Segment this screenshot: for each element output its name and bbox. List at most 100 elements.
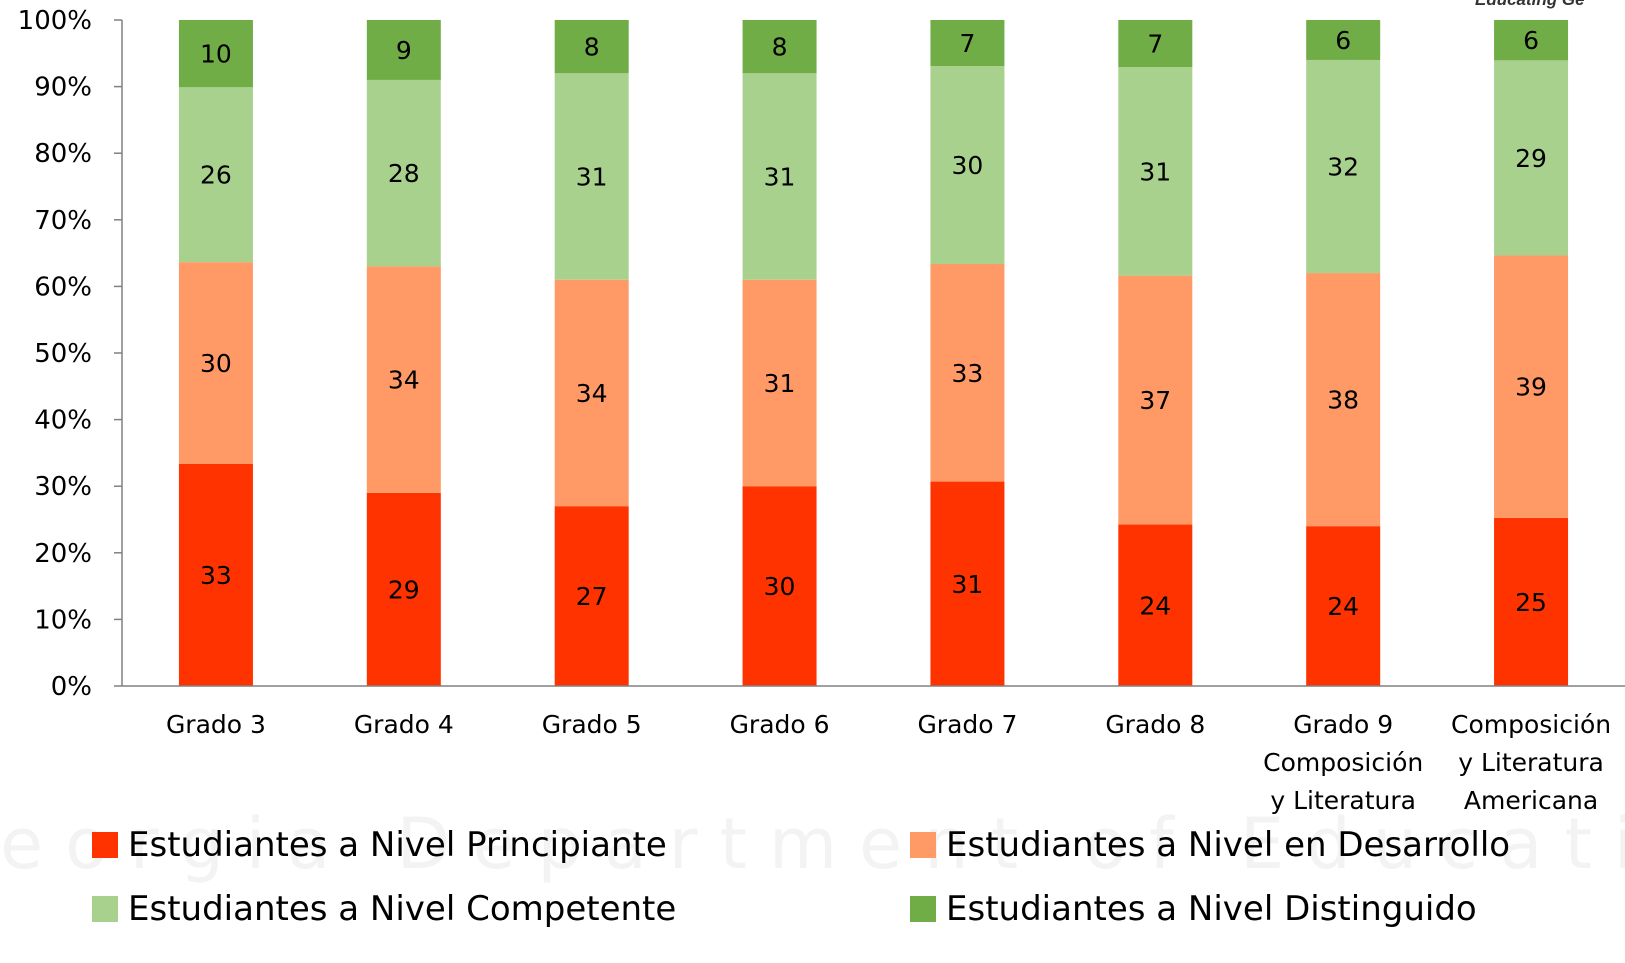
legend-label: Estudiantes a Nivel en Desarrollo: [946, 825, 1511, 865]
y-axis: 0% 10% 20% 30% 40% 50% 60% 70% 80% 90% 100%: [18, 6, 123, 702]
data-label: 33: [952, 359, 984, 388]
data-label: 7: [1147, 30, 1163, 59]
bar-segment: [178, 464, 253, 686]
bar-segment: [1118, 524, 1193, 686]
legend: Estudiantes a Nivel Principiante Estudian…: [0, 815, 1625, 955]
y-tick-label: 60%: [34, 272, 92, 302]
bar-segment: [554, 506, 629, 686]
watermark-text: eorgia Department of Educati: [0, 803, 1625, 885]
bar-segment: [742, 20, 817, 74]
bar-segment: [1306, 526, 1381, 686]
y-tick-label: 0%: [51, 672, 92, 702]
bars: 33 30 26 10 29 34 28 9 27 34 31 8 30 31 31 8 31 33 30 7 24 37…: [178, 20, 1569, 686]
y-tick-label: 10%: [34, 605, 92, 635]
x-tick-label: Grado 6: [730, 710, 830, 739]
data-label: 6: [1523, 26, 1539, 55]
x-tick-label: Grado 9: [1293, 710, 1393, 739]
legend-label: Estudiantes a Nivel Distinguido: [946, 889, 1477, 929]
data-label: 31: [764, 369, 796, 398]
data-label: 25: [1515, 588, 1547, 617]
legend-item: Estudiantes a Nivel en Desarrollo: [910, 815, 1510, 875]
bar-segment: [366, 20, 441, 80]
legend-item: Estudiantes a Nivel Competente: [92, 879, 676, 939]
legend-label: Estudiantes a Nivel Competente: [128, 889, 677, 929]
legend-swatch: [910, 832, 936, 858]
legend-item: Estudiantes a Nivel Principiante: [92, 815, 667, 875]
x-tick-label: Composición: [1451, 710, 1611, 739]
bar-segment: [930, 263, 1005, 482]
data-label: 30: [764, 572, 796, 601]
data-label: 10: [200, 40, 232, 69]
data-label: 31: [1139, 157, 1171, 186]
bar-segment: [178, 87, 253, 263]
x-tick-label: Grado 3: [166, 710, 266, 739]
bar-segment: [1306, 59, 1381, 274]
data-label: 34: [388, 366, 420, 395]
data-label: 30: [952, 151, 984, 180]
data-label: 29: [1515, 144, 1547, 173]
bar-segment: [1306, 20, 1381, 60]
y-tick-label: 70%: [34, 206, 92, 236]
data-label: 29: [388, 575, 420, 604]
data-label: 7: [959, 29, 975, 58]
corner-text: Educating Ge: [1475, 0, 1625, 10]
x-tick-label: y Literatura: [1270, 786, 1416, 815]
bar-segment: [366, 266, 441, 493]
bar-segment: [554, 279, 629, 507]
data-label: 33: [200, 561, 232, 590]
data-label: 8: [772, 33, 788, 62]
bar-segment: [1118, 275, 1193, 525]
legend-swatch: [92, 896, 118, 922]
bar-segment: [178, 262, 253, 464]
bar-segment: [742, 279, 817, 487]
y-tick-label: 80%: [34, 139, 92, 169]
data-label: 30: [200, 349, 232, 378]
bar-segment: [1494, 60, 1569, 256]
legend-item: Estudiantes a Nivel Distinguido: [910, 879, 1477, 939]
data-label: 31: [764, 163, 796, 192]
y-tick-label: 20%: [34, 539, 92, 569]
legend-swatch: [92, 832, 118, 858]
bar-segment: [1494, 517, 1569, 686]
bar-segment: [742, 486, 817, 686]
data-label: 37: [1139, 386, 1171, 415]
bar-segment: [1118, 20, 1193, 68]
legend-swatch: [910, 896, 936, 922]
bar-segment: [930, 20, 1005, 67]
x-tick-label: Grado 4: [354, 710, 454, 739]
y-tick-label: 90%: [34, 73, 92, 103]
bar-segment: [742, 73, 817, 280]
data-label: 6: [1335, 26, 1351, 55]
data-label: 38: [1327, 386, 1359, 415]
bar-segment: [1306, 273, 1381, 527]
x-tick-label: Grado 5: [542, 710, 642, 739]
data-label: 24: [1327, 592, 1359, 621]
data-label: 31: [952, 570, 984, 599]
x-axis: Grado 3 Grado 4 Grado 5 Grado 6 Grado 7 Grado…: [122, 685, 1625, 815]
legend-label: Estudiantes a Nivel Principiante: [128, 825, 667, 865]
bar-segment: [178, 20, 253, 88]
bar-segment: [1494, 20, 1569, 61]
y-tick-label: 40%: [34, 406, 92, 436]
data-label: 24: [1139, 591, 1171, 620]
data-label: 26: [200, 161, 232, 190]
bar-segment: [1494, 255, 1569, 518]
data-label: 32: [1327, 153, 1359, 182]
bar-segment: [366, 492, 441, 686]
y-tick-label: 30%: [34, 472, 92, 502]
bar-segment: [554, 73, 629, 280]
bar-segment: [554, 20, 629, 74]
x-tick-label: Americana: [1464, 786, 1598, 815]
data-label: 34: [576, 379, 608, 408]
data-label: 8: [584, 33, 600, 62]
x-tick-label: Grado 7: [917, 710, 1017, 739]
x-tick-label: y Literatura: [1458, 748, 1604, 777]
y-tick-label: 100%: [18, 6, 92, 36]
bar-segment: [1118, 67, 1193, 276]
bar-segment: [366, 79, 441, 267]
y-tick-label: 50%: [34, 339, 92, 369]
data-label: 9: [396, 36, 412, 65]
data-label: 27: [576, 582, 608, 611]
